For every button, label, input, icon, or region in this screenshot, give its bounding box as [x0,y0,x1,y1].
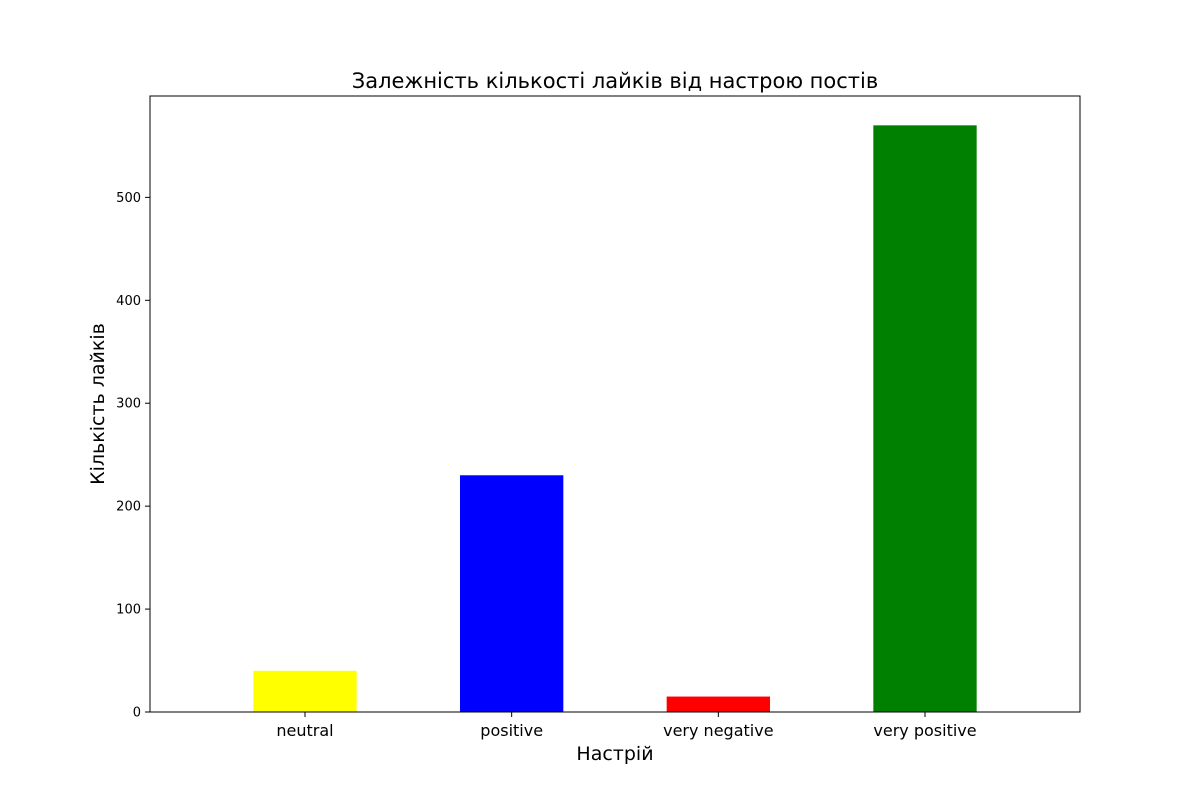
x-tick-label: neutral [276,721,333,740]
y-tick-label: 200 [116,500,141,515]
y-tick-label: 500 [116,191,141,206]
y-axis-ticks: 0 100 200 300 400 500 [116,191,150,721]
y-tick-label: 100 [116,603,141,618]
y-tick-label: 400 [116,294,141,309]
bar-neutral [253,670,357,712]
plot-frame [149,95,1081,713]
bars [253,125,977,713]
x-tick-label: very positive [873,721,976,740]
y-tick-label: 300 [116,397,141,412]
bar-very-positive [873,125,977,713]
bar-positive [460,475,564,712]
chart-title: Залежність кількості лайків від настрою … [352,69,879,93]
y-axis-label: Кількість лайків [87,323,109,485]
x-tick-label: very negative [663,721,773,740]
bar-very-negative [666,696,770,712]
x-axis-label: Настрій [576,743,653,765]
y-tick-label: 0 [133,706,141,721]
x-tick-label: positive [480,721,543,740]
x-axis-ticks: neutral positive very negative very positiv… [276,712,977,740]
